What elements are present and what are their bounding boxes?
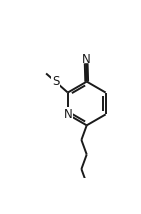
Text: S: S [52, 75, 59, 88]
Text: N: N [63, 108, 72, 121]
Text: N: N [82, 53, 90, 66]
